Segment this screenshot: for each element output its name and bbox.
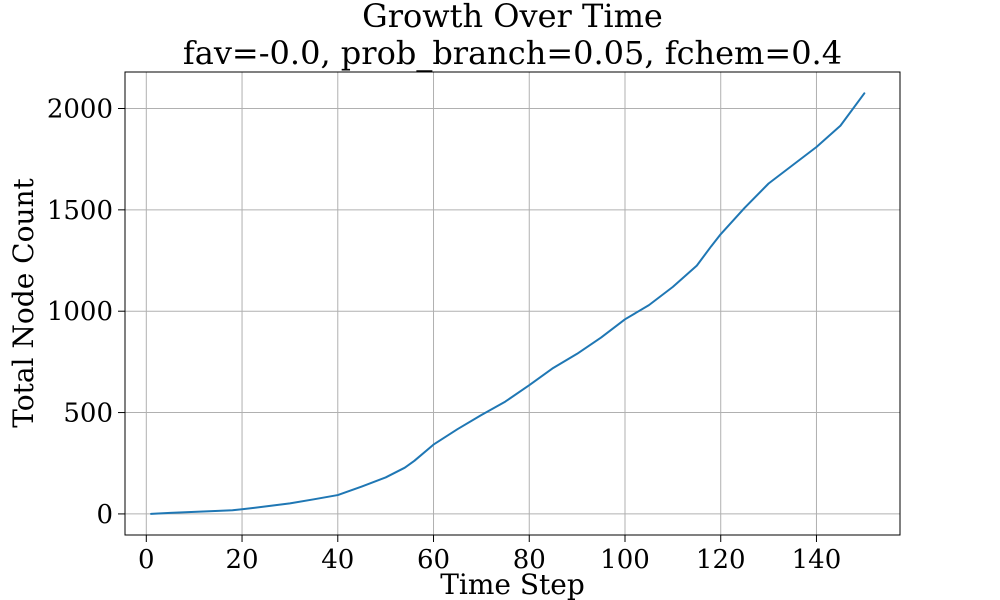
grid — [125, 72, 900, 535]
series-layer — [150, 92, 866, 515]
x-tick-label: 80 — [513, 545, 546, 575]
y-tick-label: 2000 — [47, 94, 113, 124]
chart-subtitle: fav=-0.0, prob_branch=0.05, fchem=0.4 — [183, 34, 842, 72]
x-tick-label: 60 — [417, 545, 450, 575]
ticks: 0 20 40 60 80 100 120 140 0 500 1000 1500 2000 — [47, 94, 841, 575]
y-tick-label: 0 — [96, 500, 113, 530]
y-tick-label: 1000 — [47, 297, 113, 327]
series-line — [150, 92, 866, 515]
x-tick-label: 0 — [138, 545, 155, 575]
x-tick-label: 20 — [225, 545, 258, 575]
x-axis-label: Time Step — [440, 568, 585, 600]
x-tick-label: 120 — [696, 545, 746, 575]
chart-title: Growth Over Time — [362, 0, 663, 35]
plot-frame — [124, 71, 901, 536]
x-tick-label: 140 — [792, 545, 842, 575]
y-axis-label: Total Node Count — [7, 177, 40, 427]
y-tick-label: 500 — [63, 399, 113, 429]
y-tick-label: 1500 — [47, 196, 113, 226]
x-tick-label: 100 — [600, 545, 650, 575]
x-tick-label: 40 — [321, 545, 354, 575]
